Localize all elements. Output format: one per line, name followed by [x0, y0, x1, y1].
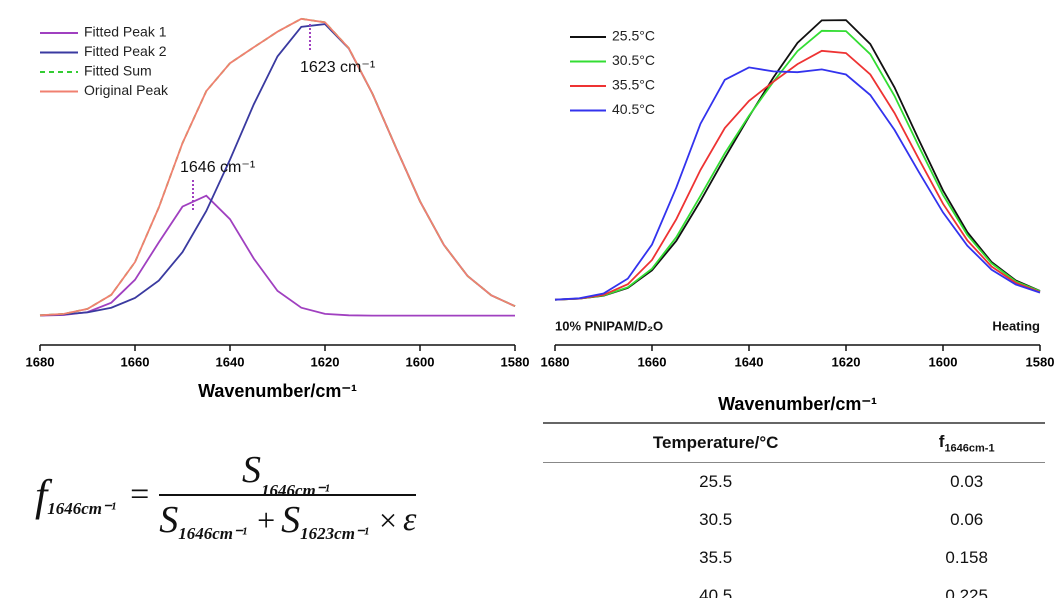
eq-plus: + — [257, 501, 276, 538]
legend-label: Fitted Peak 1 — [84, 24, 167, 40]
series-line — [554, 66, 1041, 301]
eq-symbol: f — [35, 470, 48, 520]
table-cell: 25.5 — [699, 472, 733, 491]
series-line — [39, 17, 516, 317]
x-axis-title: Wavenumber/cm⁻¹ — [718, 394, 877, 414]
legend-label: Fitted Sum — [84, 63, 152, 79]
x-tick-label: 1640 — [216, 354, 245, 369]
annotation: 1623 cm⁻¹ — [300, 59, 375, 76]
x-axis-title: Wavenumber/cm⁻¹ — [198, 381, 357, 401]
table-cell: 0.03 — [950, 472, 984, 491]
x-tick-label: 1580 — [501, 354, 530, 369]
series-line — [39, 194, 515, 317]
x-tick-label: 1680 — [541, 354, 570, 369]
annotation: 10% PNIPAM/D₂O — [555, 318, 663, 333]
table-cell: 0.06 — [950, 510, 984, 529]
eq-symbol: S — [241, 449, 261, 491]
table-cell: 30.5 — [699, 510, 733, 529]
x-tick-label: 1680 — [26, 354, 55, 369]
header-cell: f1646cm-1 — [888, 422, 1045, 463]
eq-symbol: S — [159, 499, 179, 541]
series-line — [554, 49, 1041, 301]
legend-label: 40.5°C — [612, 101, 655, 117]
x-tick-label: 1600 — [929, 354, 958, 369]
x-tick-label: 1620 — [311, 354, 340, 369]
legend-label: 25.5°C — [612, 28, 655, 44]
eq-equals: = — [130, 476, 150, 513]
equation: f 1646cm⁻¹ = S1646cm⁻¹ S 1646cm⁻¹ + S 1623c… — [35, 448, 417, 543]
annotation: Heating — [992, 318, 1040, 333]
legend-label: Fitted Peak 2 — [84, 43, 167, 59]
eq-subscript: 1646cm⁻¹ — [47, 499, 117, 518]
header-cell: Temperature/°C — [543, 422, 889, 463]
x-tick-label: 1660 — [638, 354, 667, 369]
table-row: 40.5 0.225 — [543, 577, 1045, 598]
table-row: 35.5 0.158 — [543, 539, 1045, 577]
eq-symbol: ε — [403, 501, 417, 538]
eq-times: × — [379, 501, 398, 538]
legend-label: 35.5°C — [612, 77, 655, 93]
table-cell: 35.5 — [699, 548, 733, 567]
table-row: 30.5 0.06 — [543, 501, 1045, 539]
table-cell: 0.225 — [945, 586, 988, 598]
header-symbol: f — [938, 431, 945, 451]
x-tick-label: 1580 — [1026, 354, 1055, 369]
x-tick-label: 1640 — [735, 354, 764, 369]
table-cell: 0.158 — [945, 548, 988, 567]
table-row: 25.5 0.03 — [543, 463, 1045, 502]
legend-label: Original Peak — [84, 82, 169, 98]
x-tick-label: 1620 — [832, 354, 861, 369]
eq-subscript: 1623cm⁻¹ — [300, 524, 369, 543]
legend-label: 30.5°C — [612, 52, 655, 68]
annotation: 1646 cm⁻¹ — [180, 159, 255, 176]
fraction: S1646cm⁻¹ S 1646cm⁻¹ + S 1623cm⁻¹ × ε — [159, 448, 417, 543]
header-subscript: 1646cm-1 — [944, 442, 995, 455]
denominator: S 1646cm⁻¹ + S 1623cm⁻¹ × ε — [159, 494, 417, 543]
table-cell: 40.5 — [699, 586, 733, 598]
eq-subscript: 1646cm⁻¹ — [178, 524, 248, 543]
x-tick-label: 1600 — [406, 354, 435, 369]
series-line — [554, 29, 1041, 301]
table: Temperature/°C f1646cm-1 25.5 0.03 30.5 0.0… — [543, 422, 1045, 598]
numerator: S1646cm⁻¹ — [241, 448, 334, 500]
table-body: 25.5 0.03 30.5 0.06 35.5 0.158 40.5 0.225 — [543, 463, 1045, 598]
header-row: Temperature/°C f1646cm-1 — [543, 422, 1045, 463]
eq-subscript: 1646cm⁻¹ — [260, 481, 330, 500]
x-tick-label: 1660 — [121, 354, 150, 369]
eq-symbol: S — [281, 499, 301, 541]
